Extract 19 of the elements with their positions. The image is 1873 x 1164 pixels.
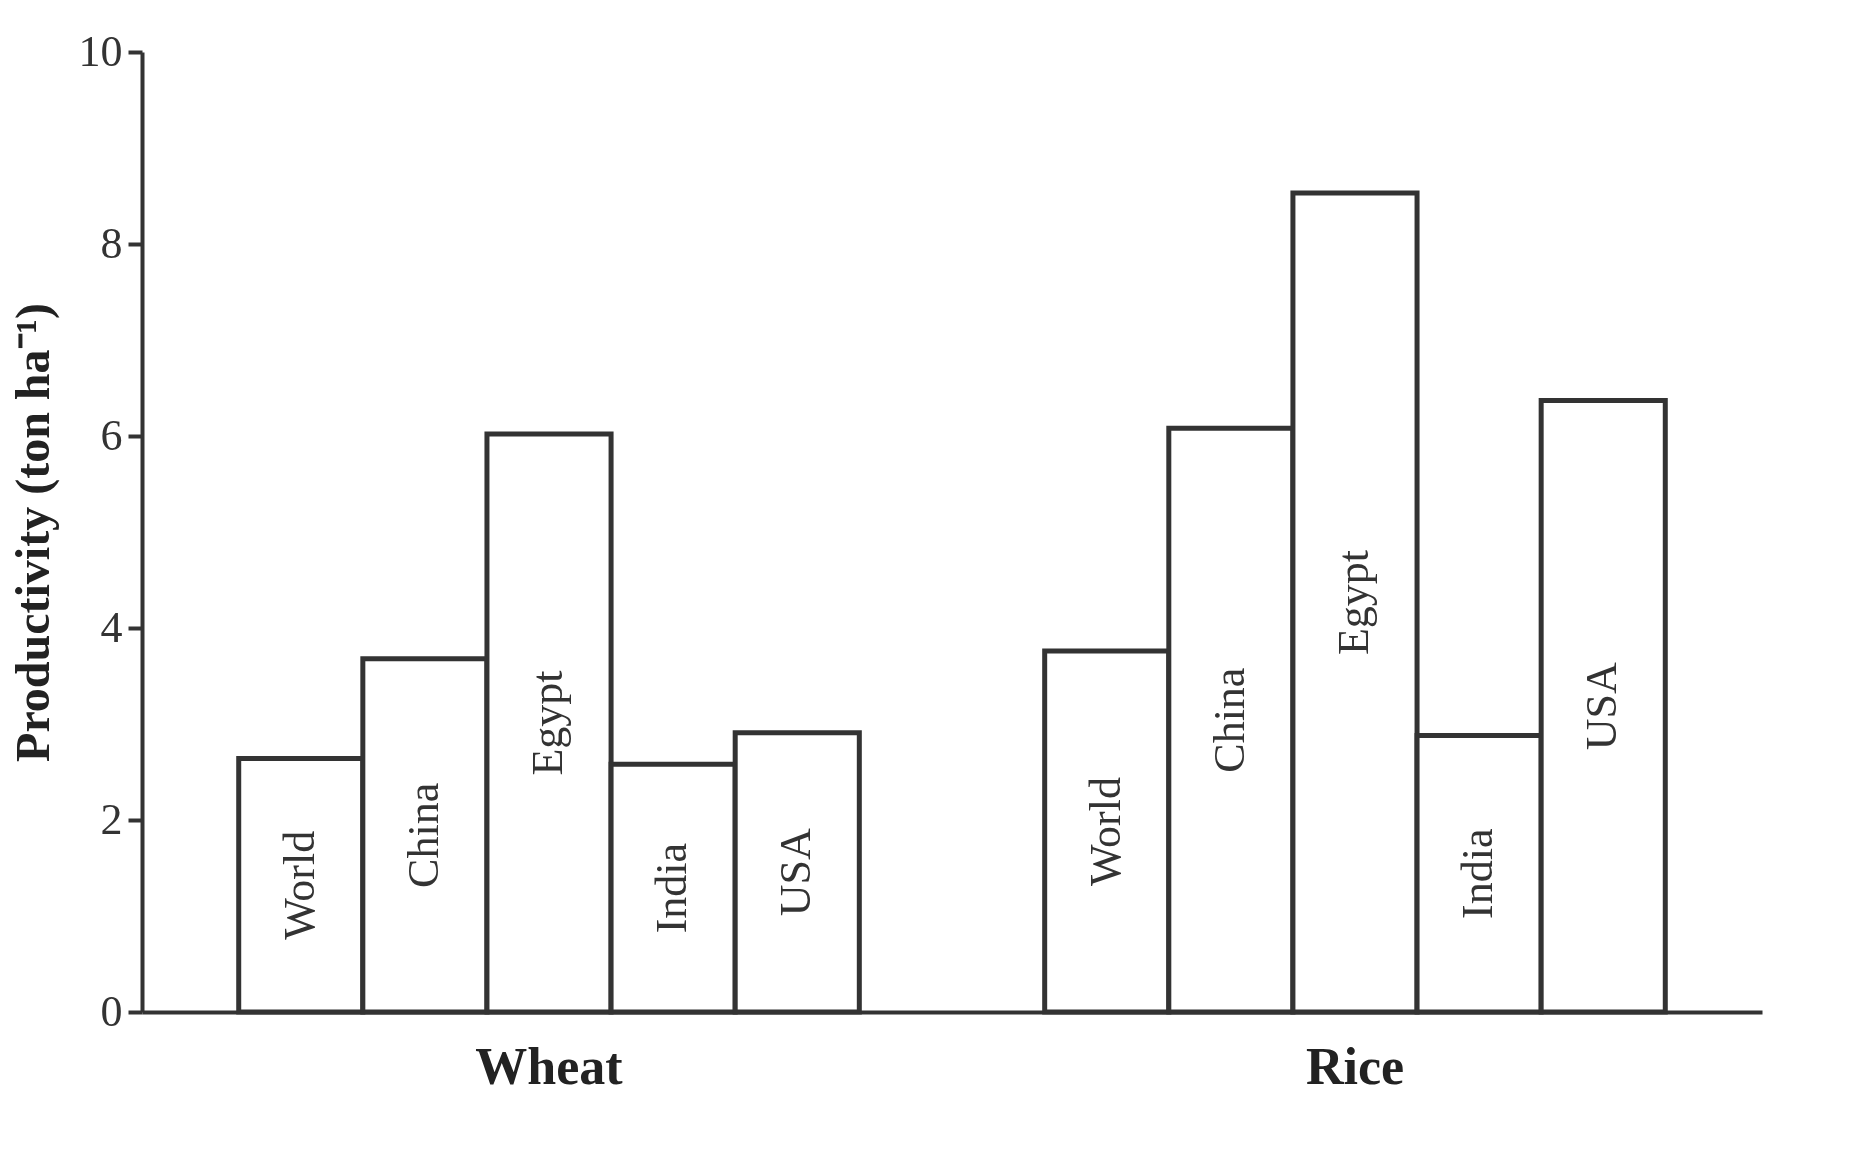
- series-label: Egypt: [523, 670, 573, 776]
- y-tick-label: 8: [100, 218, 123, 268]
- y-tick-label: 6: [100, 410, 123, 460]
- series-label: China: [1204, 667, 1254, 773]
- text: India: [1453, 828, 1503, 919]
- text: World: [274, 830, 324, 940]
- y-tick-label: 2: [100, 794, 123, 844]
- series-label: USA: [771, 828, 821, 917]
- text: USA: [1577, 662, 1627, 751]
- x-tick-label: Wheat: [475, 1037, 624, 1095]
- y-tick-label: 4: [100, 602, 123, 652]
- y-tick-label: 10: [78, 26, 123, 76]
- series-label: World: [1080, 777, 1130, 886]
- text: Egypt: [1328, 550, 1378, 656]
- y-tick-label: 0: [100, 986, 123, 1036]
- text: China: [398, 782, 448, 888]
- y-axis-title: Productivity (ton ha⁻¹): [5, 303, 60, 762]
- x-tick-label: Rice: [1305, 1037, 1405, 1095]
- series-label: India: [647, 842, 697, 934]
